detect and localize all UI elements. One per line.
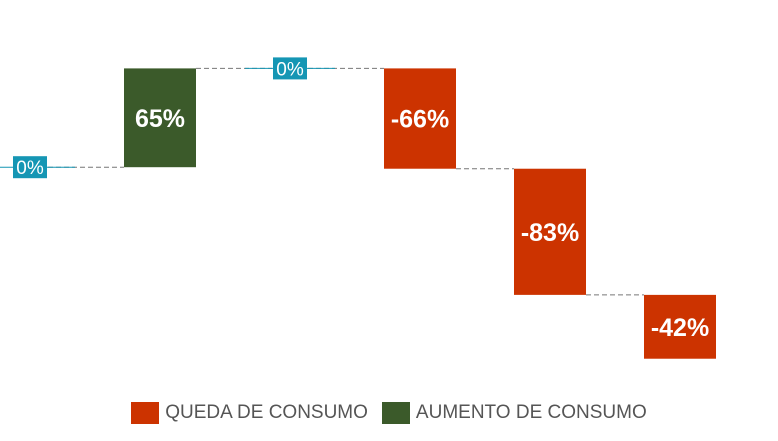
bar <box>384 68 456 169</box>
bar-value-label: -66% <box>391 106 449 134</box>
bar-value-label: -42% <box>651 314 709 342</box>
bar <box>514 168 586 295</box>
bar-value-label: 65% <box>135 105 185 133</box>
chart-svg: 0% 65% 0% -66% -83% -42% <box>0 57 716 359</box>
bar-value-label: -83% <box>521 219 579 247</box>
legend-swatch-increase <box>381 402 410 424</box>
total-label: 0% <box>16 158 44 179</box>
legend-label-increase: AUMENTO DE CONSUMO <box>415 402 647 423</box>
legend-item-increase: AUMENTO DE CONSUMO <box>381 402 647 424</box>
legend: QUEDA DE CONSUMO AUMENTO DE CONSUMO <box>0 400 778 426</box>
total-marker <box>13 156 47 179</box>
total-label: 0% <box>276 59 304 80</box>
bar <box>124 68 196 168</box>
total-marker <box>273 57 307 80</box>
legend-item-decrease: QUEDA DE CONSUMO <box>131 402 368 424</box>
bar <box>644 294 716 359</box>
waterfall-chart: 0% 65% 0% -66% -83% -42% <box>0 57 716 359</box>
legend-label-decrease: QUEDA DE CONSUMO <box>165 402 368 423</box>
legend-swatch-decrease <box>131 402 160 424</box>
